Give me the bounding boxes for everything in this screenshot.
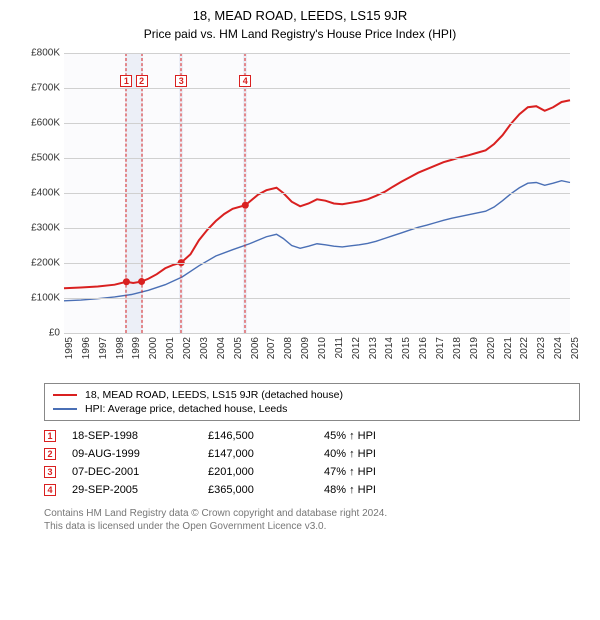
y-gridline: [64, 193, 570, 194]
price-chart: 12 3 4 £0 £100K £200K £300K £400K £500K £600K £70…: [20, 49, 580, 379]
sale-price: £146,500: [208, 430, 308, 442]
sale-date: 07-DEC-2001: [72, 466, 192, 478]
sale-pct: 40% ↑ HPI: [324, 448, 376, 460]
page-title: 18, MEAD ROAD, LEEDS, LS15 9JR: [0, 0, 600, 23]
y-gridline: [64, 333, 570, 334]
sale-date: 18-SEP-1998: [72, 430, 192, 442]
legend-row-hpi: HPI: Average price, detached house, Leed…: [53, 402, 571, 416]
y-tick: £300K: [20, 223, 60, 234]
y-gridline: [64, 263, 570, 264]
sale-pct: 45% ↑ HPI: [324, 430, 376, 442]
page-subtitle: Price paid vs. HM Land Registry's House …: [0, 23, 600, 49]
legend-row-price: 18, MEAD ROAD, LEEDS, LS15 9JR (detached…: [53, 388, 571, 402]
sale-pct: 47% ↑ HPI: [324, 466, 376, 478]
sale-marker-box: 4: [239, 75, 251, 87]
legend-swatch-hpi: [53, 408, 77, 410]
sale-marker-box: 3: [175, 75, 187, 87]
y-tick: £400K: [20, 188, 60, 199]
chart-legend: 18, MEAD ROAD, LEEDS, LS15 9JR (detached…: [44, 383, 580, 421]
y-tick: £0: [20, 328, 60, 339]
series-line: [64, 100, 570, 288]
y-tick: £800K: [20, 48, 60, 59]
sale-price: £147,000: [208, 448, 308, 460]
sales-row: 1 18-SEP-1998 £146,500 45% ↑ HPI: [44, 427, 580, 445]
sale-price: £365,000: [208, 484, 308, 496]
sales-row: 2 09-AUG-1999 £147,000 40% ↑ HPI: [44, 445, 580, 463]
sale-marker-box: 4: [44, 484, 56, 496]
footnote: Contains HM Land Registry data © Crown c…: [44, 507, 580, 533]
sale-marker-box: 1: [120, 75, 132, 87]
sale-price: £201,000: [208, 466, 308, 478]
y-gridline: [64, 228, 570, 229]
y-tick: £100K: [20, 293, 60, 304]
legend-label-hpi: HPI: Average price, detached house, Leed…: [85, 403, 287, 415]
y-gridline: [64, 123, 570, 124]
footnote-line-1: Contains HM Land Registry data © Crown c…: [44, 507, 580, 520]
y-tick: £600K: [20, 118, 60, 129]
sales-row: 3 07-DEC-2001 £201,000 47% ↑ HPI: [44, 463, 580, 481]
y-tick: £500K: [20, 153, 60, 164]
sale-date: 09-AUG-1999: [72, 448, 192, 460]
y-tick: £700K: [20, 83, 60, 94]
sale-pct: 48% ↑ HPI: [324, 484, 376, 496]
legend-label-price: 18, MEAD ROAD, LEEDS, LS15 9JR (detached…: [85, 389, 343, 401]
sale-marker-box: 2: [136, 75, 148, 87]
y-gridline: [64, 158, 570, 159]
sale-marker-box: 2: [44, 448, 56, 460]
y-tick: £200K: [20, 258, 60, 269]
x-tick: 2025: [570, 337, 600, 359]
legend-swatch-price: [53, 394, 77, 396]
sales-table: 1 18-SEP-1998 £146,500 45% ↑ HPI 2 09-AUG-199…: [44, 427, 580, 499]
sale-marker-box: 1: [44, 430, 56, 442]
sale-marker-box: 3: [44, 466, 56, 478]
y-gridline: [64, 53, 570, 54]
footnote-line-2: This data is licensed under the Open Gov…: [44, 520, 580, 533]
y-gridline: [64, 88, 570, 89]
sale-date: 29-SEP-2005: [72, 484, 192, 496]
y-gridline: [64, 298, 570, 299]
sales-row: 4 29-SEP-2005 £365,000 48% ↑ HPI: [44, 481, 580, 499]
